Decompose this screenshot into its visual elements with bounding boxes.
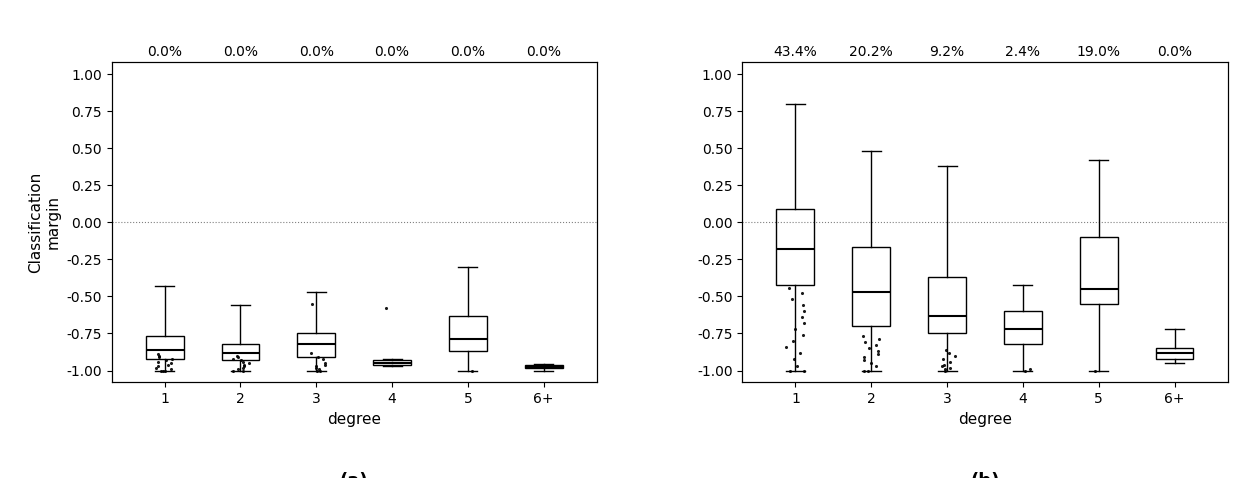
Point: [945, 352, 965, 359]
Point: [463, 367, 482, 374]
Point: [162, 355, 182, 362]
PathPatch shape: [525, 365, 563, 369]
PathPatch shape: [852, 248, 890, 326]
Point: [156, 356, 176, 364]
Point: [228, 365, 248, 373]
Point: [148, 362, 167, 370]
Point: [315, 359, 335, 367]
Point: [148, 350, 167, 358]
Point: [859, 345, 879, 352]
Point: [228, 353, 248, 361]
Point: [795, 307, 815, 315]
Point: [161, 365, 181, 373]
Point: [784, 355, 804, 362]
Point: [376, 304, 396, 312]
Point: [148, 358, 167, 366]
Point: [935, 365, 955, 373]
Point: [301, 349, 321, 357]
Point: [303, 300, 322, 308]
PathPatch shape: [1080, 237, 1117, 304]
PathPatch shape: [373, 360, 412, 365]
PathPatch shape: [449, 315, 487, 351]
Point: [939, 349, 959, 357]
Point: [146, 364, 166, 371]
PathPatch shape: [928, 277, 966, 334]
Point: [792, 290, 812, 297]
Point: [856, 338, 875, 346]
Point: [794, 367, 813, 374]
Text: (b): (b): [971, 472, 999, 478]
PathPatch shape: [298, 334, 335, 357]
Point: [868, 348, 888, 355]
Point: [940, 364, 960, 371]
Point: [157, 361, 177, 369]
Point: [868, 350, 888, 358]
Point: [234, 361, 254, 369]
Point: [794, 302, 813, 309]
PathPatch shape: [146, 337, 184, 358]
Point: [782, 295, 802, 303]
Point: [315, 361, 335, 369]
PathPatch shape: [222, 344, 259, 360]
Point: [233, 367, 253, 374]
Point: [934, 355, 954, 362]
PathPatch shape: [1004, 311, 1042, 344]
Point: [154, 367, 174, 374]
Point: [934, 361, 954, 369]
Point: [787, 362, 807, 370]
Point: [869, 336, 889, 343]
Point: [858, 367, 878, 374]
Point: [309, 365, 329, 373]
Text: (a): (a): [340, 472, 368, 478]
Point: [792, 314, 812, 321]
Point: [785, 325, 805, 333]
Point: [150, 353, 170, 361]
Point: [794, 331, 813, 339]
Point: [795, 319, 815, 327]
Point: [780, 367, 800, 374]
Point: [1016, 367, 1035, 374]
Point: [161, 359, 181, 367]
Point: [1085, 367, 1105, 374]
PathPatch shape: [1156, 348, 1193, 358]
PathPatch shape: [776, 209, 815, 284]
Point: [234, 362, 254, 370]
Point: [776, 343, 796, 351]
Point: [312, 355, 332, 362]
Point: [854, 367, 874, 374]
Point: [862, 359, 882, 367]
Point: [233, 358, 253, 366]
X-axis label: degree: degree: [959, 412, 1012, 427]
Point: [779, 283, 799, 291]
Point: [940, 358, 960, 366]
Point: [935, 367, 955, 374]
Point: [866, 341, 885, 349]
X-axis label: degree: degree: [327, 412, 381, 427]
Point: [231, 356, 250, 364]
Point: [1021, 365, 1040, 373]
Point: [853, 333, 873, 340]
Y-axis label: Classification
margin: Classification margin: [29, 172, 61, 273]
Point: [867, 362, 887, 370]
Point: [932, 362, 952, 370]
Point: [308, 353, 327, 361]
Point: [223, 355, 243, 362]
Point: [223, 367, 243, 374]
Point: [306, 364, 326, 371]
Point: [306, 367, 326, 374]
Point: [782, 337, 802, 345]
Point: [854, 353, 874, 361]
Point: [227, 352, 247, 359]
Point: [310, 367, 330, 374]
Point: [149, 352, 169, 359]
Point: [233, 364, 253, 371]
Point: [936, 346, 956, 354]
Point: [790, 349, 810, 357]
Point: [151, 367, 171, 374]
Point: [155, 367, 175, 374]
Point: [305, 362, 325, 370]
Point: [239, 359, 259, 367]
Point: [854, 356, 874, 364]
